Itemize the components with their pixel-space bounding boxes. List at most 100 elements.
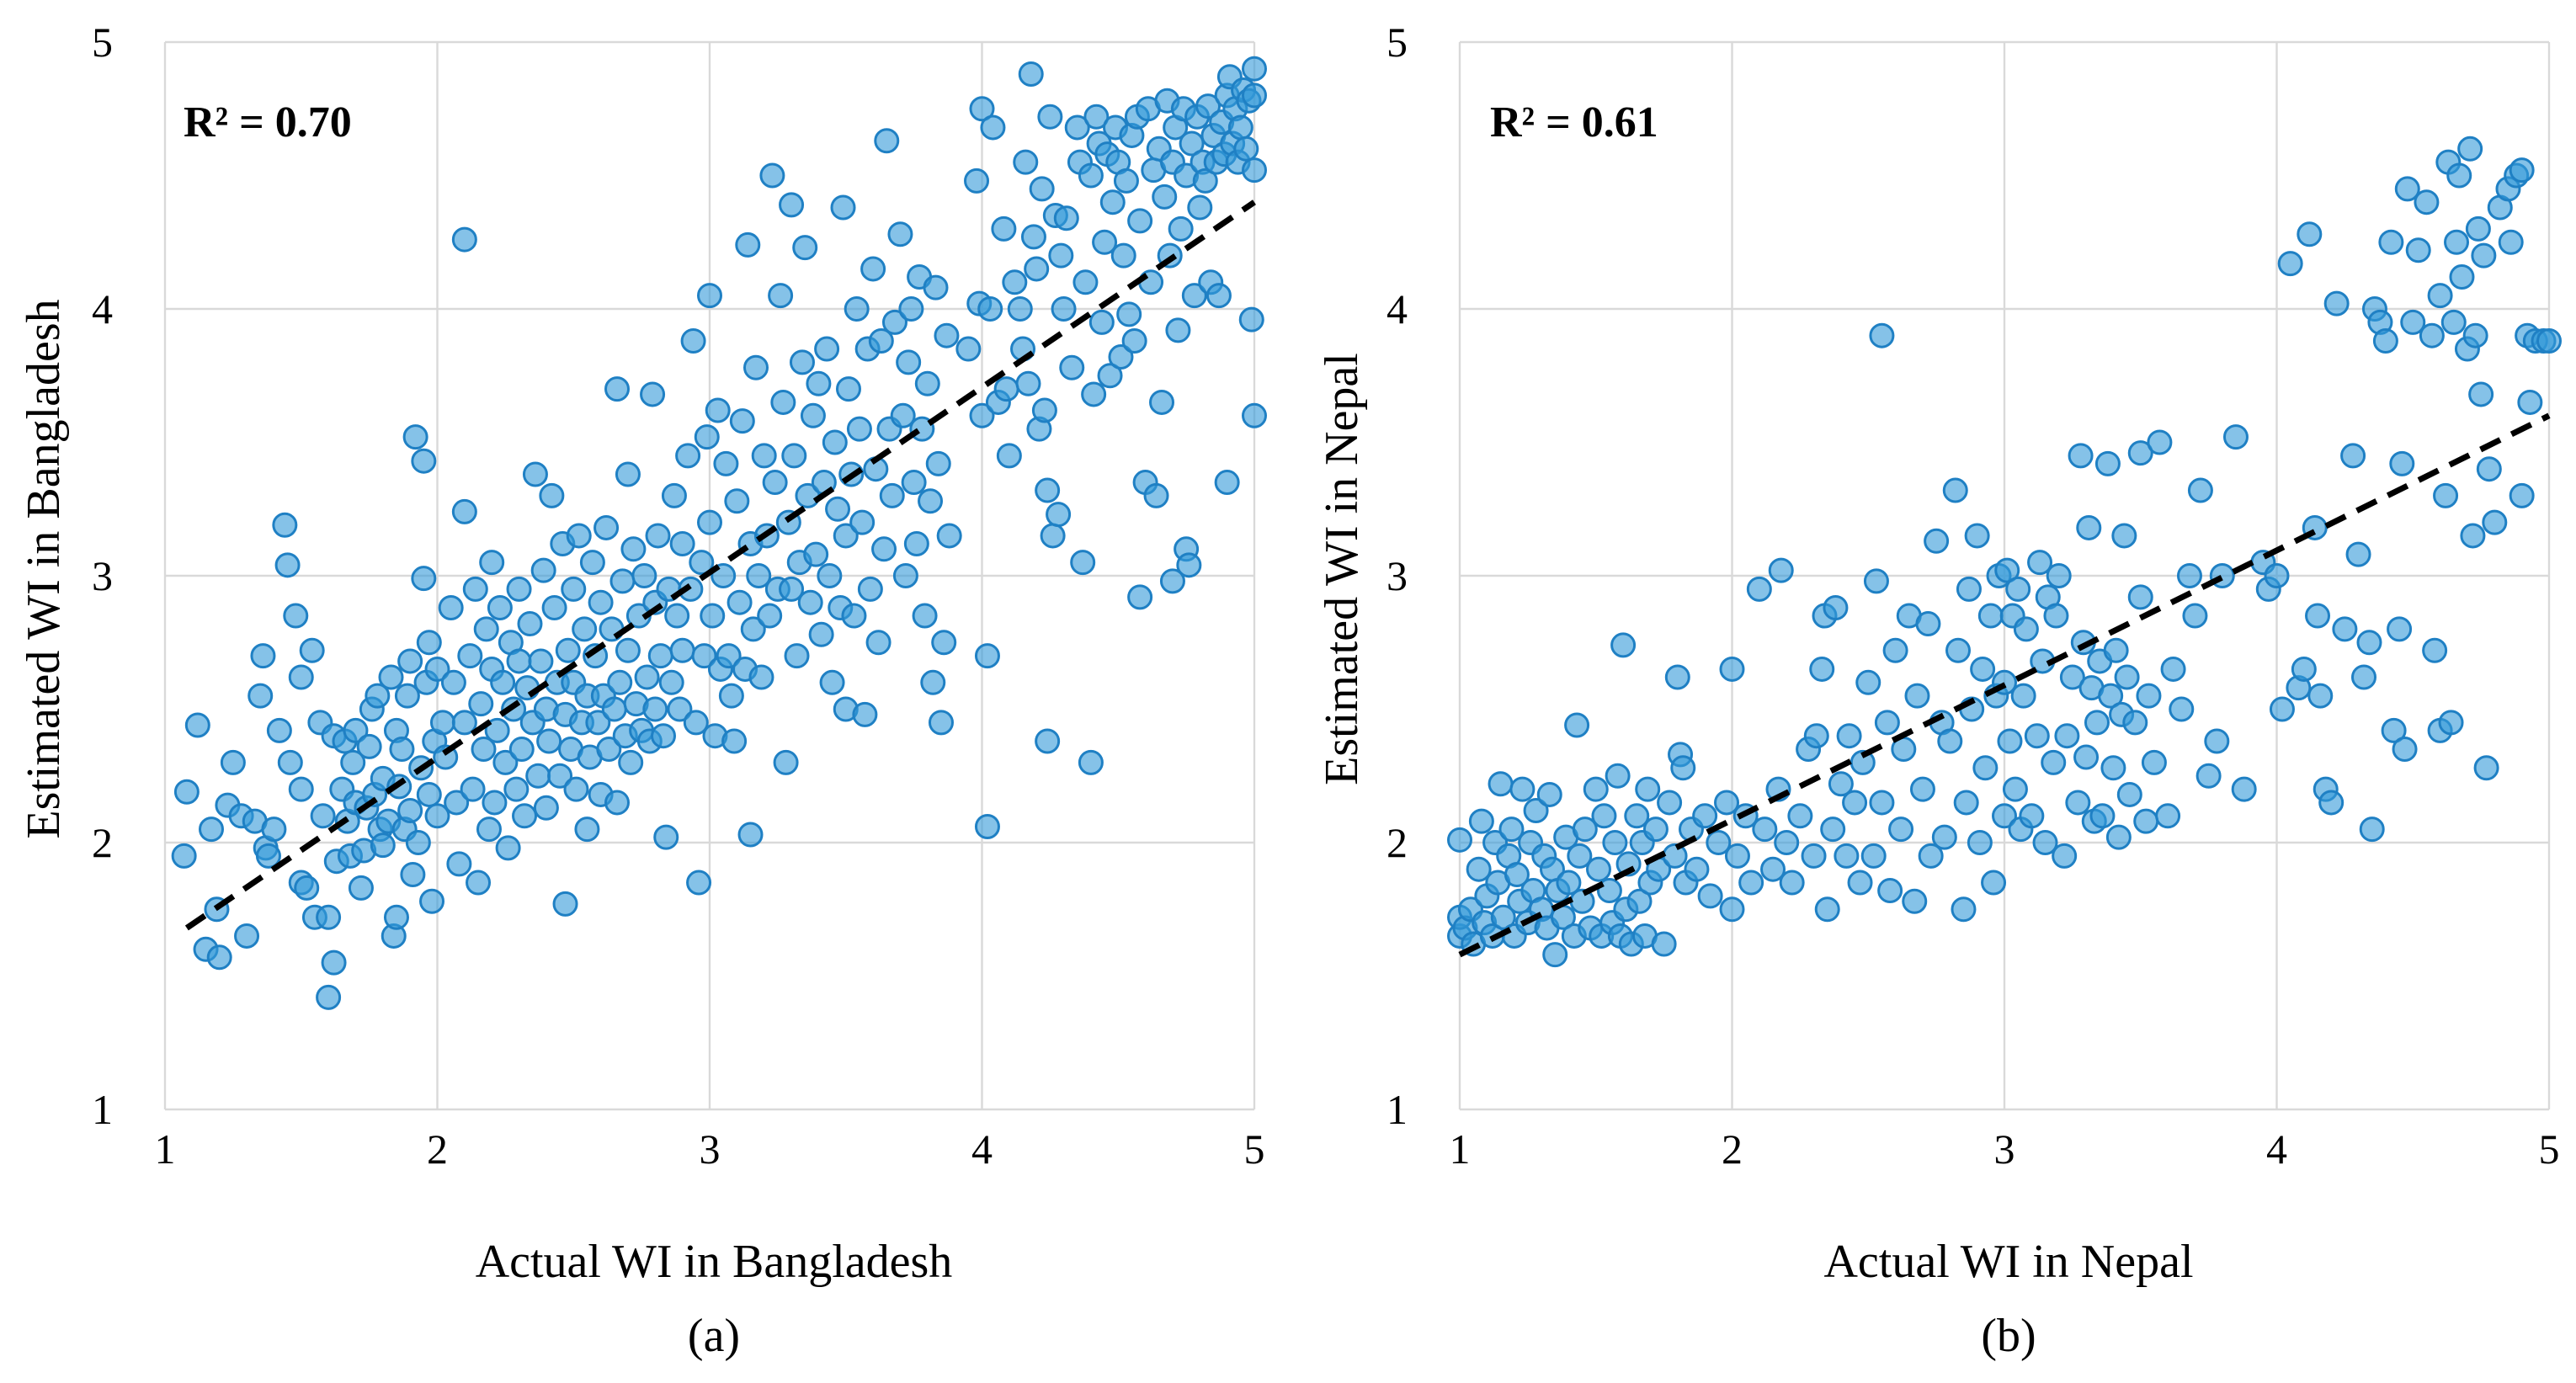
- scatter-point: [768, 283, 794, 309]
- scatter-point: [737, 822, 764, 848]
- scatter-point: [631, 563, 657, 588]
- scatter-point: [506, 576, 532, 602]
- scatter-point: [1015, 370, 1041, 396]
- scatter-point: [607, 669, 633, 695]
- scatter-point: [1035, 477, 1061, 503]
- scatter-point: [1651, 931, 1677, 957]
- scatter-point: [713, 450, 739, 476]
- scatter-point: [490, 669, 516, 695]
- scatter-point: [686, 870, 712, 896]
- scatter-point: [1945, 637, 1972, 663]
- panel-a: 1 2 3 4 5 1 2 3 4 5 R² = 0.70 Actual WI in Bangla…: [18, 19, 1267, 1362]
- scatter-point: [955, 336, 982, 362]
- scatter-point: [1110, 242, 1136, 269]
- scatter-point: [424, 656, 450, 682]
- scatter-point: [321, 949, 347, 976]
- scatter-point: [2169, 696, 2195, 722]
- scatter-point: [451, 498, 477, 524]
- scatter-point: [746, 563, 772, 588]
- scatter-point: [1664, 664, 1690, 690]
- y-tick-label: 3: [92, 552, 113, 599]
- scatter-point: [484, 717, 510, 743]
- scatter-point: [667, 696, 693, 722]
- scatter-point: [503, 776, 530, 802]
- scatter-point: [740, 616, 766, 642]
- scatter-point: [1048, 242, 1074, 269]
- scatter-point: [936, 523, 962, 549]
- scatter-point: [533, 795, 559, 821]
- scatter-point: [457, 643, 483, 669]
- scatter-point: [1536, 781, 1562, 807]
- scatter-point: [2473, 755, 2499, 781]
- scatter-point: [1970, 656, 1996, 682]
- scatter-point: [1168, 215, 1194, 242]
- scatter-point: [1942, 477, 1968, 503]
- scatter-point: [1809, 656, 1835, 682]
- scatter-point: [476, 817, 502, 843]
- scatter-point: [2114, 664, 2140, 690]
- scatter-point: [416, 781, 442, 807]
- scatter-point: [1002, 269, 1028, 295]
- scatter-point: [923, 274, 949, 301]
- scatter-point: [773, 749, 799, 775]
- scatter-point: [411, 566, 437, 592]
- scatter-point: [288, 776, 314, 802]
- scatter-point: [1596, 878, 1622, 904]
- scatter-point: [1113, 168, 1139, 194]
- scatter-point: [1967, 830, 1993, 855]
- scatter-point: [977, 296, 1003, 322]
- scatter-point: [2054, 723, 2080, 749]
- scatter-point: [729, 408, 755, 434]
- scatter-point: [868, 328, 894, 354]
- scatter-point: [1842, 790, 1868, 816]
- scatter-point: [1855, 669, 1881, 695]
- scatter-point: [411, 448, 437, 474]
- points-b: [1447, 136, 2562, 968]
- scatter-point: [770, 389, 796, 415]
- scatter-point: [1099, 189, 1126, 215]
- scatter-point: [1498, 817, 1525, 843]
- scatter-point: [2394, 176, 2420, 202]
- scatter-point: [2387, 616, 2413, 642]
- scatter-point: [2422, 637, 2448, 663]
- x-tick-label: 2: [1722, 1125, 1743, 1173]
- scatter-point: [2073, 744, 2100, 770]
- x-tick-label: 4: [971, 1125, 993, 1173]
- scatter-point: [705, 397, 731, 423]
- scatter-point: [530, 557, 556, 583]
- x-tick-label: 3: [1994, 1125, 2015, 1173]
- scatter-point: [691, 643, 717, 669]
- scatter-point: [397, 797, 423, 823]
- scatter-point: [844, 296, 870, 322]
- scatter-point: [1088, 309, 1115, 335]
- scatter-point: [1064, 114, 1090, 141]
- scatter-point: [2005, 576, 2031, 602]
- scatter-point: [871, 536, 897, 562]
- scatter-point: [340, 749, 366, 775]
- scatter-point: [429, 710, 455, 736]
- scatter-point: [1078, 749, 1104, 775]
- scatter-point: [1029, 176, 1055, 202]
- scatter-point: [2052, 843, 2078, 869]
- scatter-point: [825, 496, 851, 522]
- scatter-point: [2111, 523, 2137, 549]
- scatter-point: [574, 817, 600, 843]
- scatter-point: [1902, 888, 1928, 914]
- scatter-point: [689, 550, 715, 576]
- scatter-point: [2444, 229, 2470, 255]
- scatter-point: [451, 710, 477, 736]
- y-tick-label: 2: [1386, 819, 1408, 866]
- scatter-point: [2400, 309, 2426, 335]
- scatter-point: [841, 603, 867, 629]
- scatter-point: [1037, 104, 1063, 130]
- scatter-point: [471, 737, 497, 763]
- scatter-point: [294, 875, 320, 901]
- scatter-point: [1964, 523, 1990, 549]
- scatter-point: [1610, 632, 1637, 658]
- scatter-point: [757, 603, 783, 629]
- scatter-point: [653, 824, 679, 850]
- scatter-point: [356, 733, 382, 759]
- scatter-point: [1692, 803, 1718, 829]
- y-axis-label-a: Estimated WI in Bangladesh: [18, 299, 70, 838]
